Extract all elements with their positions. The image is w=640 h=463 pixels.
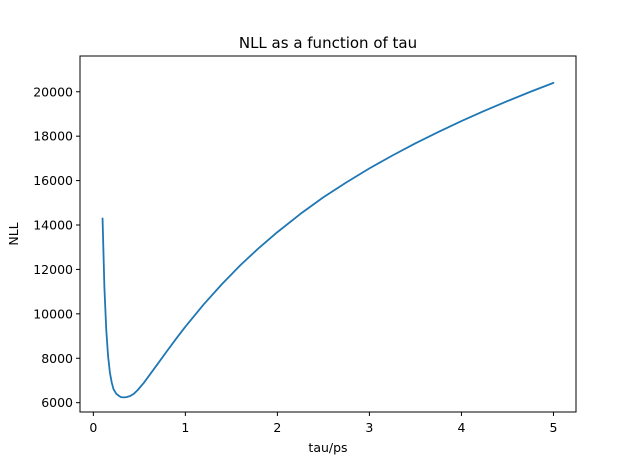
plot-area [101, 81, 555, 399]
x-tick-label: 0 [89, 420, 97, 435]
y-tick-label: 20000 [33, 84, 73, 99]
x-tick-label: 1 [181, 420, 189, 435]
y-axis-label: NLL [6, 222, 21, 245]
y-tick-label: 8000 [41, 351, 73, 366]
chart-title: NLL as a function of tau [239, 34, 417, 52]
y-tick-label: 16000 [33, 173, 73, 188]
series-line [101, 81, 555, 399]
y-tick-label: 18000 [33, 129, 73, 144]
x-tick-label: 4 [457, 420, 465, 435]
y-axis: 6000 8000 10000 12000 14000 16000 18000 20000 [33, 84, 80, 410]
x-tick-label: 2 [273, 420, 281, 435]
x-tick-label: 3 [365, 420, 373, 435]
y-tick-label: 10000 [33, 306, 73, 321]
x-tick-label: 5 [549, 420, 557, 435]
y-tick-label: 12000 [33, 262, 73, 277]
y-tick-label: 14000 [33, 218, 73, 233]
x-axis: 0 1 2 3 4 5 [89, 412, 557, 435]
axes-frame [79, 55, 577, 413]
x-axis-label: tau/ps [308, 440, 347, 455]
y-tick-label: 6000 [41, 395, 73, 410]
